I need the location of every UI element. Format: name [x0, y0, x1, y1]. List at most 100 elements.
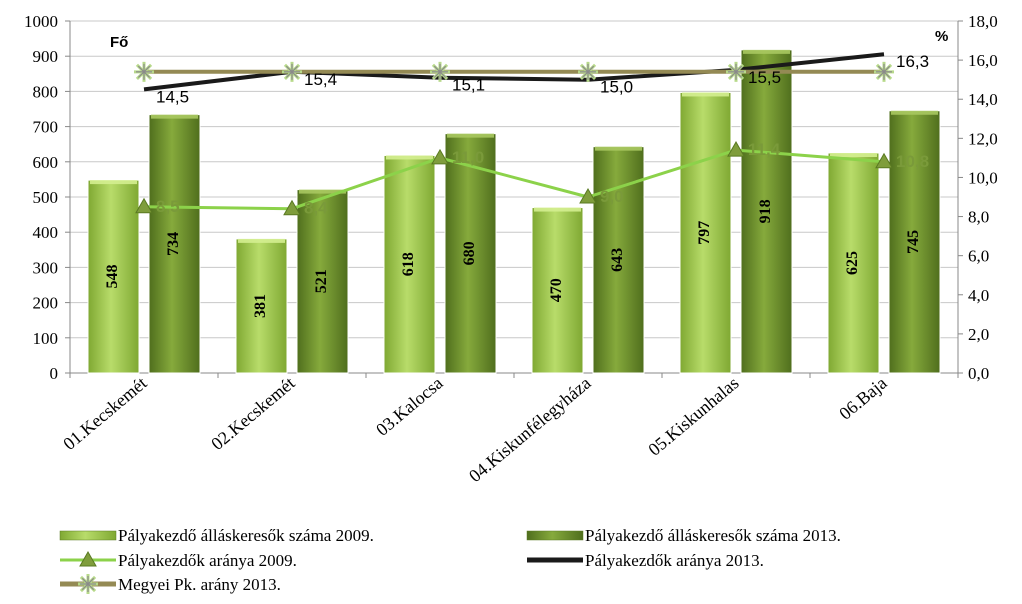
y-right-tick-label: 16,0 [968, 51, 998, 70]
star-stroke-inner [877, 65, 891, 78]
bar-highlight [90, 180, 137, 185]
legend-marker [79, 550, 97, 567]
line-point-marker [283, 199, 301, 216]
y-right-tick-label: 4,0 [968, 286, 989, 305]
bar-highlight [386, 155, 433, 160]
x-tick-label: 01.Kecskemét [59, 373, 150, 454]
line-series-1 [143, 148, 885, 211]
x-tick-label: 05.Kiskunhalas [644, 373, 742, 460]
y-right-tick-label: 10,0 [968, 168, 998, 187]
bar-highlight [743, 49, 790, 54]
bar-highlight [447, 133, 494, 138]
star-marker [282, 61, 302, 82]
line-point-marker [135, 197, 153, 214]
bars [87, 49, 941, 374]
bar-2009 [87, 179, 140, 374]
y-left-tick-label: 400 [33, 223, 59, 242]
x-tick-label: 04.Kiskunfélegyháza [465, 373, 595, 486]
x-tick-label: 03.Kalocsa [372, 373, 447, 440]
bar-highlight [238, 238, 285, 243]
legend: Pályakezdő álláskeresők száma 2009. Pálya… [59, 526, 841, 594]
bar-2013 [888, 110, 941, 374]
y-left-tick-label: 900 [33, 47, 59, 66]
star-marker [430, 61, 450, 82]
star-stroke-inner [285, 65, 299, 78]
legend-label: Megyei Pk. arány 2013. [118, 575, 281, 594]
y-left-unit-label: Fő [110, 34, 128, 51]
legend-item: Pályakezdők aránya 2009. [60, 550, 297, 570]
line-point-marker [727, 141, 745, 157]
legend-item: Pályakezdő álláskeresők száma 2013. [526, 526, 841, 545]
bar-value-label: 625 [844, 251, 861, 275]
legend-swatch [526, 530, 584, 541]
y-left-tick-label: 600 [33, 153, 59, 172]
bar-value-label: 680 [461, 241, 478, 265]
bar-highlight [682, 92, 729, 97]
line-value-label: 11,0 [452, 148, 484, 167]
y-left-tick-label: 500 [33, 188, 59, 207]
bar-value-label: 618 [400, 252, 417, 276]
bar-2013 [740, 49, 793, 374]
line-series-2 [143, 52, 885, 92]
bar-highlight [830, 153, 877, 157]
y-right-tick-label: 6,0 [968, 247, 989, 266]
line-value-label: 14,5 [156, 87, 189, 106]
star-marker [726, 61, 746, 82]
bar-value-label: 470 [548, 278, 565, 302]
line-value-label: 15,4 [304, 70, 337, 89]
y-right-tick-label: 12,0 [968, 129, 998, 148]
line-point-marker [431, 148, 449, 165]
star-stroke-inner [729, 65, 743, 78]
legend-label: Pályakezdők aránya 2013. [585, 551, 764, 570]
bar-2013 [296, 189, 349, 374]
star-stroke-inner [81, 577, 95, 591]
bar-2009 [679, 91, 732, 374]
bar-value-label: 745 [905, 230, 922, 254]
y-left-tick-label: 1000 [24, 12, 58, 31]
line-value-label: 16,3 [896, 52, 929, 71]
y-left-tick-label: 200 [33, 294, 59, 313]
line-point-marker [579, 187, 597, 204]
y-left-tick-label: 100 [33, 329, 59, 348]
data-labels: 548 381 618 470 797 625 734 521 680 643 918 745 8,5 8… [104, 52, 929, 318]
line-point-marker [875, 152, 893, 169]
bar-2009 [235, 238, 288, 374]
y-left-tick-label: 800 [33, 82, 59, 101]
line-value-label: 15,1 [452, 76, 485, 95]
y-right-tick-label: 18,0 [968, 12, 998, 31]
line-value-label: 9,0 [600, 187, 624, 206]
legend-item: Pályakezdők aránya 2013. [527, 551, 764, 570]
bar-highlight [534, 207, 581, 212]
bar-value-label: 918 [757, 199, 774, 223]
bar-value-label: 521 [313, 269, 330, 293]
bar-highlight [151, 114, 198, 119]
y-left-tick-label: 700 [33, 118, 59, 137]
line-value-label: 11,4 [748, 140, 781, 159]
bar-highlight [891, 110, 938, 115]
legend-item: Megyei Pk. arány 2013. [60, 574, 281, 594]
y-left-tick-label: 300 [33, 258, 59, 277]
y-right-tick-label: 14,0 [968, 90, 998, 109]
grid-lines [70, 20, 958, 339]
bar-value-label: 381 [252, 294, 269, 318]
x-tick-label: 06.Baja [835, 373, 890, 424]
y-right-tick-label: 0,0 [968, 364, 989, 383]
star-stroke-inner [433, 65, 447, 78]
line-value-label: 10,8 [896, 152, 929, 171]
bar-value-label: 548 [104, 265, 121, 289]
star-stroke-inner [137, 65, 151, 78]
y-right-unit-label: % [935, 28, 948, 45]
legend-label: Pályakezdők aránya 2009. [118, 551, 297, 570]
bar-value-label: 643 [609, 248, 626, 272]
lines [134, 52, 894, 216]
x-tick-label: 02.Kecskemét [207, 373, 298, 454]
y-right-tick-label: 2,0 [968, 325, 989, 344]
bar-highlight [299, 189, 346, 194]
star-marker [78, 574, 98, 594]
line-value-label: 15,0 [600, 78, 633, 97]
star-stroke-inner [581, 65, 595, 78]
star-marker [874, 61, 894, 82]
legend-swatch [59, 530, 117, 541]
